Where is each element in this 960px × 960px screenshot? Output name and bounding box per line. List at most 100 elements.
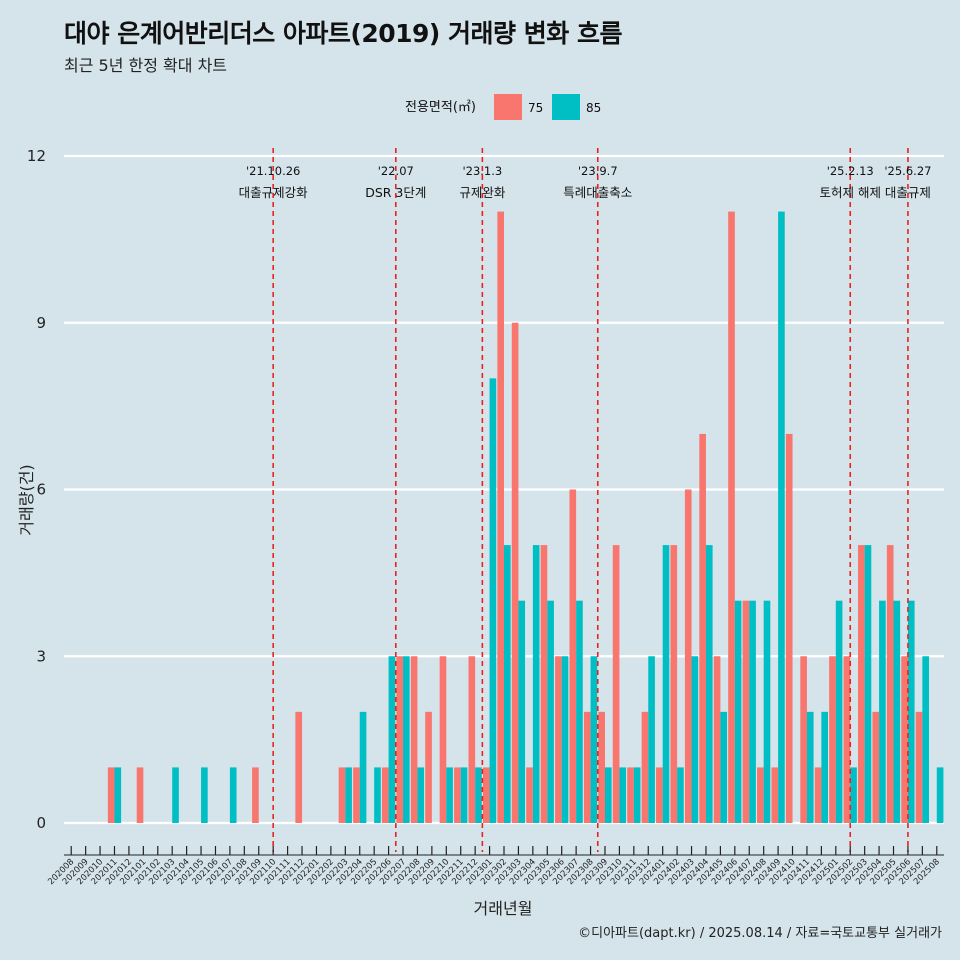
bar-85	[201, 767, 208, 823]
bar-75	[598, 711, 605, 823]
legend-label-75: 75	[528, 101, 543, 115]
event-date: '23.9.7	[578, 164, 618, 178]
bar-75	[295, 711, 303, 823]
bar-85	[850, 767, 857, 823]
bar-85	[172, 767, 179, 823]
bar-85	[821, 711, 829, 823]
bar-75	[540, 545, 548, 823]
bar-85	[576, 600, 583, 823]
bar-75	[684, 489, 692, 823]
bar-85	[561, 656, 569, 823]
bar-85	[417, 767, 425, 823]
bar-85	[677, 767, 684, 823]
bar-75	[814, 767, 822, 823]
y-tick-label: 6	[36, 481, 46, 499]
bar-75	[872, 711, 880, 823]
bar-85	[532, 545, 540, 823]
y-tick-label: 0	[36, 814, 46, 832]
bar-75	[728, 211, 735, 824]
bar-85	[705, 545, 713, 823]
legend: 전용면적(㎡) 75 85	[405, 94, 601, 120]
bar-85	[114, 767, 122, 823]
bar-85	[518, 600, 526, 823]
bar-85	[763, 600, 771, 823]
bar-85	[922, 656, 929, 823]
event-label: 대출규제강화	[239, 185, 309, 200]
bar-75	[843, 656, 851, 823]
bar-85	[936, 767, 944, 823]
bar-85	[734, 600, 742, 823]
bar-75	[526, 767, 533, 823]
y-axis-ticks: 0 3 6 9 12	[27, 147, 46, 832]
bar-85	[806, 711, 814, 823]
bar-85	[345, 767, 352, 823]
event-date: '25.6.27	[884, 164, 931, 178]
event-label: 대출규제	[885, 185, 931, 200]
bar-75	[482, 767, 490, 823]
legend-swatch-75	[494, 94, 522, 120]
bar-85	[504, 545, 511, 823]
bar-75	[800, 656, 807, 823]
bar-75	[915, 711, 923, 823]
bar-85	[229, 767, 237, 823]
bar-75	[439, 656, 447, 823]
event-date: '25.2.13	[827, 164, 874, 178]
bar-85	[475, 767, 482, 823]
bar-75	[381, 767, 389, 823]
bar-75	[454, 767, 461, 823]
legend-title: 전용면적(㎡)	[405, 100, 476, 115]
bar-85	[749, 600, 756, 823]
bar-75	[107, 767, 115, 823]
bar-75	[627, 767, 634, 823]
chart-subtitle: 최근 5년 한정 확대 차트	[64, 56, 228, 75]
bar-75	[641, 711, 649, 823]
bar-75	[699, 433, 706, 823]
bar-75	[425, 711, 432, 823]
bar-75	[771, 767, 779, 823]
bar-75	[583, 711, 591, 823]
bar-85	[691, 656, 699, 823]
bar-85	[359, 711, 367, 823]
bar-85	[835, 600, 843, 823]
bar-75	[901, 656, 908, 823]
y-tick-label: 12	[27, 147, 46, 165]
bar-85	[720, 711, 728, 823]
bar-75	[353, 767, 360, 823]
legend-swatch-85	[552, 94, 580, 120]
legend-label-85: 85	[586, 101, 601, 115]
bar-85	[633, 767, 641, 823]
bar-75	[829, 656, 836, 823]
bar-75	[670, 545, 678, 823]
bar-75	[713, 656, 721, 823]
bar-75	[656, 767, 663, 823]
bar-75	[252, 767, 259, 823]
bar-75	[338, 767, 346, 823]
x-axis: 2020082020092020102020112020122021012021…	[46, 846, 944, 887]
bar-75	[511, 322, 519, 823]
y-tick-label: 9	[36, 314, 46, 332]
bar-85	[662, 545, 670, 823]
bar-85	[547, 600, 554, 823]
bar-85	[879, 600, 886, 823]
bar-75	[785, 433, 793, 823]
bar-85	[388, 656, 396, 823]
bar-75	[742, 600, 750, 823]
event-label: 규제완화	[459, 185, 506, 200]
bar-85	[460, 767, 468, 823]
event-label: 토허제 해제	[819, 185, 880, 200]
bar-75	[858, 545, 865, 823]
bar-75	[886, 545, 894, 823]
bar-75	[136, 767, 144, 823]
caption: ©디아파트(dapt.kr) / 2025.08.14 / 자료=국토교통부 실…	[578, 926, 942, 941]
bar-75	[569, 489, 577, 823]
chart-title: 대야 은계어반리더스 아파트(2019) 거래량 변화 흐름	[64, 19, 622, 48]
event-label: DSR 3단계	[365, 185, 426, 200]
bar-85	[893, 600, 901, 823]
bar-75	[468, 656, 476, 823]
event-date: '23.1.3	[462, 164, 502, 178]
bar-85	[403, 656, 410, 823]
bar-85	[446, 767, 453, 823]
y-tick-label: 3	[36, 647, 46, 665]
bar-85	[864, 545, 872, 823]
